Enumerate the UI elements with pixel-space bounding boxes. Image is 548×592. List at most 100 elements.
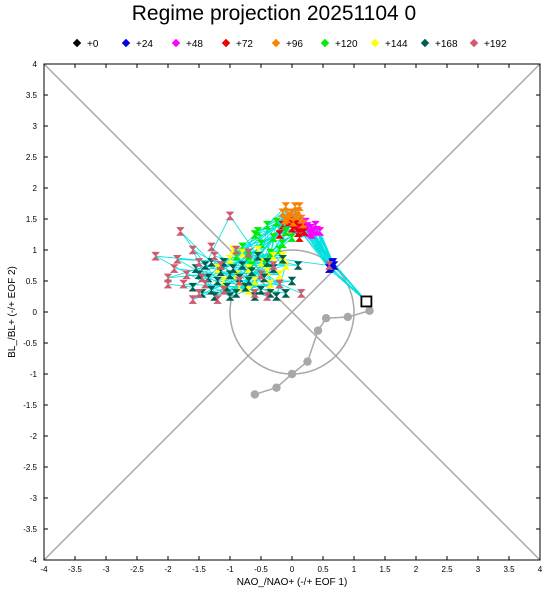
marker-lead-192 <box>179 279 188 289</box>
marker-lead-168 <box>188 282 198 292</box>
y-tick-label: 1 <box>33 246 38 255</box>
x-tick-label: -3 <box>102 565 110 574</box>
marker-lead-192 <box>235 276 244 286</box>
legend-marker <box>469 38 479 48</box>
marker-lead-120 <box>281 227 291 236</box>
marker-lead-192 <box>169 264 179 273</box>
marker-lead-120 <box>253 227 263 236</box>
ensemble-segment <box>155 255 231 297</box>
ensemble-segment <box>304 231 330 269</box>
marker-lead-168 <box>281 289 291 298</box>
marker-lead-168 <box>253 251 263 261</box>
marker-lead-120 <box>278 239 287 249</box>
legend-marker <box>121 38 131 48</box>
x-tick-label: 1 <box>352 565 357 574</box>
x-tick-label: 0 <box>290 565 295 574</box>
x-tick-label: -0.5 <box>254 565 268 574</box>
marker-lead-24 <box>328 258 338 267</box>
marker-lead-96 <box>298 219 308 229</box>
marker-lead-192 <box>194 289 204 298</box>
legend-label: +48 <box>186 39 203 50</box>
marker-lead-192 <box>324 261 334 270</box>
marker-lead-192 <box>219 286 229 295</box>
marker-lead-168 <box>262 258 272 267</box>
marker-lead-192 <box>210 251 219 261</box>
x-tick-label: 0.5 <box>317 565 329 574</box>
ensemble-segment <box>192 268 218 288</box>
marker-lead-168 <box>278 255 287 264</box>
legend-label: +144 <box>385 39 408 50</box>
analysis-point <box>303 357 312 366</box>
x-tick-label: -1 <box>226 565 234 574</box>
marker-lead-192 <box>151 251 160 261</box>
axis-ticks: -4 -3.5 -3 -2.5 -2 -1.5 -1 -0.5 0 0.5 1 1.5 2 2.5 3 3.5… <box>23 60 543 574</box>
marker-lead-96 <box>282 214 292 224</box>
ensemble-segment <box>328 268 367 302</box>
marker-lead-192 <box>225 211 235 221</box>
legend-marker <box>370 38 380 48</box>
y-tick-label: -4 <box>30 556 38 565</box>
reference-lines <box>43 63 541 561</box>
marker-lead-96 <box>280 215 289 225</box>
legend-marker <box>221 38 231 48</box>
legend-label: +0 <box>87 39 99 50</box>
x-tick-label: 1.5 <box>379 565 391 574</box>
marker-lead-192 <box>207 242 216 252</box>
marker-lead-144 <box>225 255 235 264</box>
legend-label: +96 <box>286 39 303 50</box>
legend: +0 +24 +48 +72 +96 +120 +144 +168 +192 <box>72 38 507 50</box>
marker-lead-120 <box>269 233 278 242</box>
y-tick-label: 0 <box>33 308 38 317</box>
marker-lead-192 <box>176 227 185 236</box>
legend-label: +168 <box>435 39 458 50</box>
y-tick-label: -0.5 <box>23 339 37 348</box>
analysis-point <box>250 390 259 399</box>
x-tick-label: 2 <box>414 565 419 574</box>
x-tick-label: -4 <box>40 565 48 574</box>
marker-lead-192 <box>213 295 222 304</box>
marker-lead-168 <box>287 276 297 286</box>
marker-lead-192 <box>200 279 210 289</box>
y-tick-label: -3 <box>30 494 38 503</box>
x-tick-label: 2.5 <box>441 565 453 574</box>
ensemble-segment <box>229 215 259 257</box>
y-tick-label: -1.5 <box>23 401 37 410</box>
y-tick-label: -2 <box>30 432 38 441</box>
marker-lead-144 <box>269 251 278 261</box>
ensemble-segment <box>282 258 330 266</box>
x-tick-label: 3 <box>476 565 481 574</box>
marker-lead-168 <box>241 282 250 292</box>
marker-lead-192 <box>194 258 204 267</box>
ensemble-segment <box>229 231 286 260</box>
marker-lead-96 <box>297 214 306 224</box>
marker-lead-72 <box>295 233 304 242</box>
chart-title: Regime projection 20251104 0 <box>131 2 417 25</box>
y-tick-label: 1.5 <box>26 215 38 224</box>
marker-lead-168 <box>247 267 256 276</box>
ensemble-segment <box>204 215 231 266</box>
y-tick-label: 4 <box>33 60 38 69</box>
legend-marker <box>72 38 82 48</box>
marker-lead-168 <box>200 261 210 270</box>
y-tick-label: 2.5 <box>26 153 38 162</box>
legend-label: +120 <box>335 39 358 50</box>
forecast-markers <box>151 202 373 308</box>
marker-lead-48 <box>315 227 325 236</box>
y-tick-label: -1 <box>30 370 38 379</box>
y-tick-label: 2 <box>33 184 38 193</box>
y-tick-label: 3.5 <box>26 91 38 100</box>
marker-lead-144 <box>262 267 272 276</box>
marker-lead-168 <box>228 264 238 273</box>
legend-marker <box>420 38 430 48</box>
marker-lead-168 <box>238 261 247 270</box>
x-tick-label: -3.5 <box>68 565 82 574</box>
marker-lead-144 <box>275 270 284 280</box>
legend-marker <box>320 38 330 48</box>
marker-lead-48 <box>301 217 310 227</box>
marker-lead-96 <box>295 202 304 211</box>
legend-label: +24 <box>136 39 153 50</box>
legend-label: +72 <box>236 39 253 50</box>
analysis-track <box>250 306 374 399</box>
ensemble-segment <box>319 231 334 263</box>
